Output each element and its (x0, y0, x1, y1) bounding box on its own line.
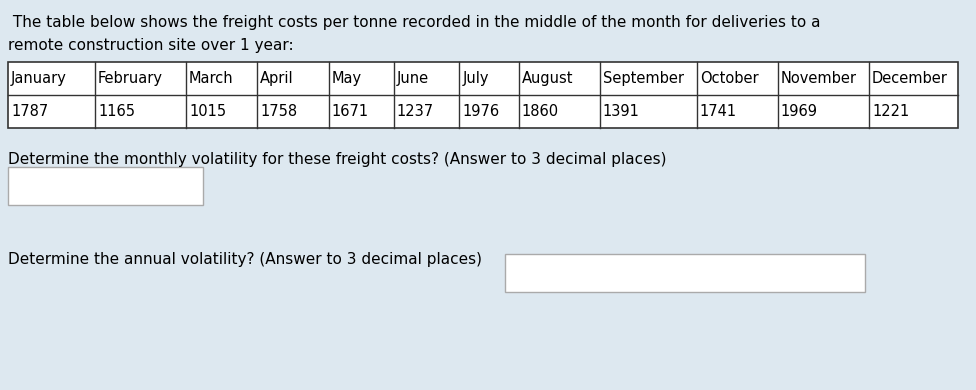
Text: 1758: 1758 (261, 104, 298, 119)
Bar (505, 254, 865, 292)
Text: remote construction site over 1 year:: remote construction site over 1 year: (8, 38, 294, 53)
Text: 1976: 1976 (463, 104, 500, 119)
Text: 1860: 1860 (521, 104, 558, 119)
Bar (8, 62, 958, 128)
Text: July: July (463, 71, 489, 86)
Text: 1391: 1391 (603, 104, 639, 119)
Text: The table below shows the freight costs per tonne recorded in the middle of the : The table below shows the freight costs … (8, 15, 821, 30)
Text: February: February (98, 71, 163, 86)
Text: 1015: 1015 (189, 104, 226, 119)
Bar (8, 167, 203, 205)
Text: 1741: 1741 (700, 104, 737, 119)
Text: 1237: 1237 (397, 104, 434, 119)
Text: 1165: 1165 (98, 104, 135, 119)
Text: September: September (603, 71, 684, 86)
Text: 1969: 1969 (781, 104, 818, 119)
Text: 1787: 1787 (11, 104, 48, 119)
Text: August: August (521, 71, 573, 86)
Text: 1671: 1671 (332, 104, 369, 119)
Text: January: January (11, 71, 67, 86)
Text: April: April (261, 71, 294, 86)
Text: December: December (872, 71, 948, 86)
Text: March: March (189, 71, 233, 86)
Text: 1221: 1221 (872, 104, 910, 119)
Text: October: October (700, 71, 758, 86)
Text: June: June (397, 71, 429, 86)
Text: Determine the monthly volatility for these freight costs? (Answer to 3 decimal p: Determine the monthly volatility for the… (8, 152, 667, 167)
Text: November: November (781, 71, 857, 86)
Text: May: May (332, 71, 362, 86)
Text: Determine the annual volatility? (Answer to 3 decimal places): Determine the annual volatility? (Answer… (8, 252, 482, 267)
